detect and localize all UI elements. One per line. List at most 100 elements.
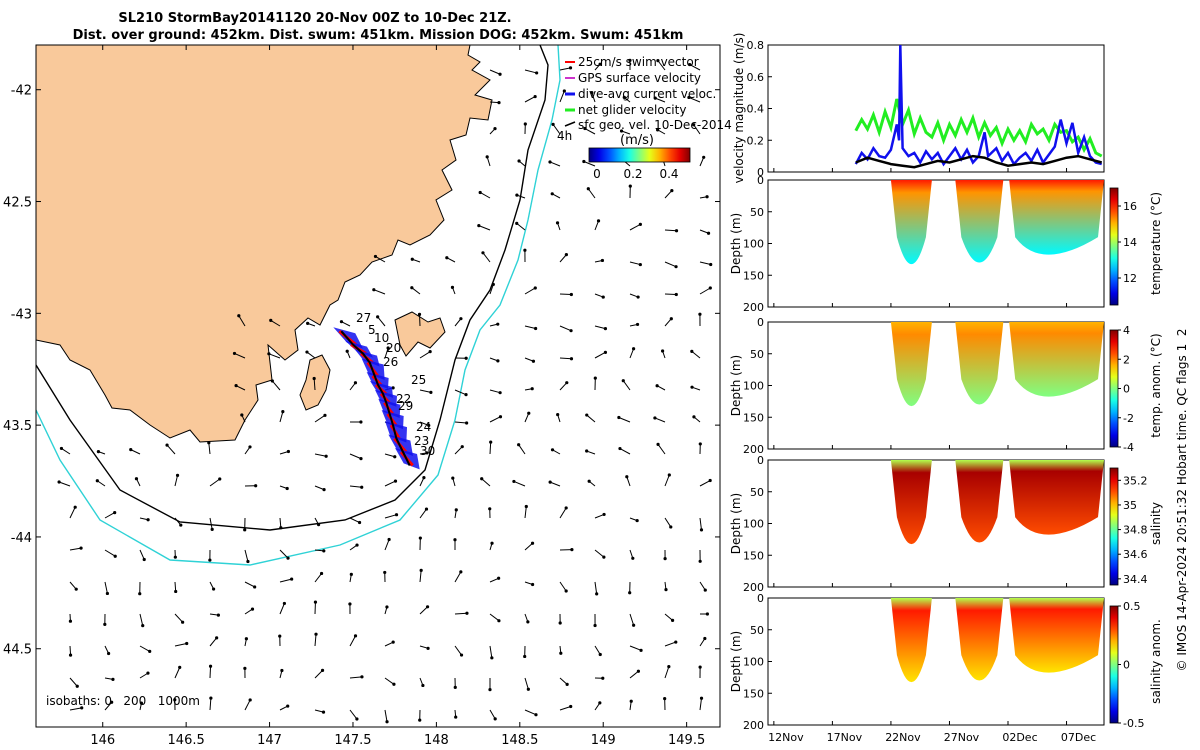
- current-arrow: [693, 124, 701, 135]
- colorbar-unit-label: (m/s): [620, 133, 654, 148]
- current-arrow: [174, 642, 187, 647]
- current-arrow-head: [498, 72, 502, 76]
- velocity-y-tick-label: 0.4: [747, 103, 765, 116]
- section-dive-blob: [955, 460, 1004, 543]
- current-arrow-head: [353, 381, 358, 385]
- current-arrow: [279, 517, 282, 528]
- current-arrow: [594, 581, 598, 594]
- current-arrow: [629, 613, 635, 626]
- current-arrow: [234, 352, 246, 359]
- current-arrow-head: [450, 285, 455, 289]
- current-arrow-head: [690, 349, 694, 354]
- legend-gps-label: GPS surface velocity: [578, 71, 701, 85]
- current-arrow-head: [146, 518, 150, 522]
- current-arrow-head: [595, 592, 599, 596]
- current-arrow: [314, 573, 322, 583]
- section-y-tick-label: 0: [757, 174, 764, 187]
- current-arrow-head: [459, 570, 463, 574]
- current-arrow-head: [410, 286, 414, 290]
- current-arrow-head: [141, 624, 145, 628]
- current-arrow-head: [68, 619, 73, 623]
- current-arrow-head: [517, 443, 521, 447]
- current-arrow-head: [515, 193, 519, 197]
- section-colorbar: [1109, 605, 1119, 724]
- track-label: 24: [416, 420, 431, 434]
- current-arrow-head: [490, 656, 494, 660]
- current-arrow-head: [555, 221, 560, 225]
- current-arrow-head: [385, 720, 389, 724]
- current-arrow: [58, 481, 71, 487]
- current-arrow-head: [80, 706, 84, 710]
- current-arrow: [209, 637, 218, 647]
- track-label: 5: [368, 323, 376, 337]
- current-arrow: [244, 699, 251, 711]
- current-arrow-head: [527, 411, 531, 415]
- current-arrow-head: [359, 420, 363, 424]
- current-arrow-head: [582, 159, 586, 164]
- current-arrow-head: [702, 155, 706, 159]
- current-arrow: [139, 613, 144, 626]
- dive-avg-velocity-line: [854, 44, 1103, 167]
- track-label: 10: [374, 331, 389, 345]
- current-arrow: [314, 453, 327, 457]
- colorbar-tick-label: 0: [1123, 659, 1130, 672]
- current-arrow-head: [253, 585, 257, 589]
- current-arrow-head: [391, 386, 395, 390]
- section-y-tick-label: 0: [757, 316, 764, 329]
- current-arrow: [375, 255, 386, 263]
- current-arrow: [139, 549, 145, 560]
- map-colorbar: [588, 147, 691, 163]
- current-arrow-head: [534, 326, 538, 331]
- current-arrow: [384, 347, 389, 359]
- current-arrow-head: [485, 155, 489, 159]
- section-colorbar-label: temp. anom. (°C): [1149, 333, 1163, 437]
- current-arrow-head: [324, 454, 328, 458]
- current-arrow-head: [550, 192, 554, 196]
- current-arrow-head: [113, 511, 117, 515]
- colorbar-tick-label: 14: [1123, 236, 1137, 249]
- current-arrow: [594, 325, 606, 330]
- map-x-tick-label: 149.5: [668, 733, 705, 748]
- current-arrow-head: [179, 523, 183, 527]
- current-arrow: [699, 261, 711, 265]
- current-arrow: [479, 192, 491, 199]
- current-arrow-head: [596, 219, 601, 223]
- current-arrow: [349, 517, 360, 523]
- time-x-tick-label: 02Dec: [1002, 731, 1037, 744]
- current-arrow-head: [489, 440, 493, 444]
- current-arrow-head: [692, 123, 696, 127]
- current-arrow: [594, 549, 605, 558]
- current-arrow-head: [175, 473, 180, 477]
- current-arrow-head: [232, 351, 237, 356]
- track-label: 23: [414, 434, 429, 448]
- current-arrow-head: [208, 664, 213, 668]
- current-arrow: [454, 612, 467, 615]
- current-arrow-head: [181, 620, 185, 624]
- current-arrow-head: [113, 554, 117, 558]
- current-arrow: [559, 382, 568, 391]
- figure-title-line1: SL210 StormBay20141120 20-Nov 00Z to 10-…: [118, 11, 511, 26]
- current-arrow-head: [319, 571, 324, 576]
- current-arrow-head: [267, 352, 271, 356]
- current-arrow-head: [556, 412, 560, 417]
- current-arrow-head: [568, 66, 573, 70]
- current-arrow-head: [488, 688, 492, 692]
- current-arrow: [689, 64, 701, 71]
- legend-swim-label: 25cm/s swim vector: [578, 55, 699, 69]
- section-dive-blob: [1009, 180, 1104, 255]
- current-arrow-head: [703, 588, 707, 592]
- current-arrow-head: [96, 450, 101, 454]
- map-cbar-tick-1: 0.2: [623, 167, 642, 181]
- current-arrow-head: [373, 254, 378, 259]
- current-arrow: [513, 480, 526, 487]
- current-arrow-head: [636, 669, 641, 673]
- current-arrow: [583, 161, 596, 167]
- current-arrow: [104, 701, 113, 711]
- current-arrow-head: [488, 507, 492, 511]
- current-arrow: [411, 287, 421, 295]
- current-arrow-head: [207, 441, 211, 445]
- current-arrow-head: [477, 224, 481, 228]
- map-y-tick-label: 43.5: [3, 419, 32, 434]
- current-arrow-head: [628, 591, 632, 595]
